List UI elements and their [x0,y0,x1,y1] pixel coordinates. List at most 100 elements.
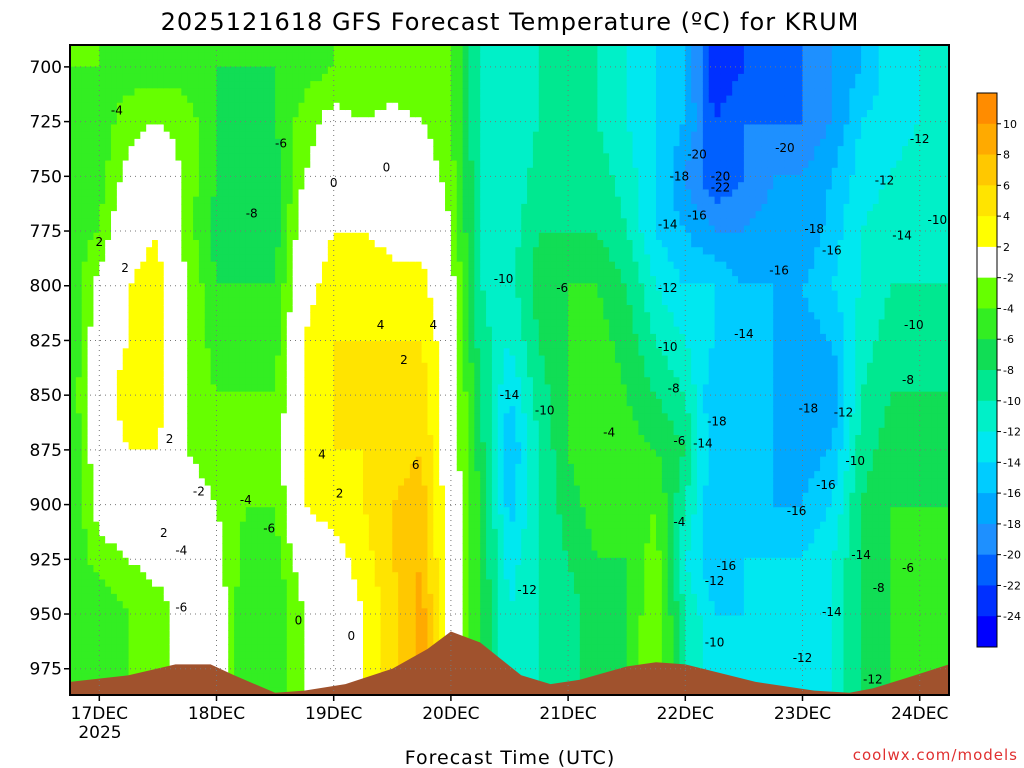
temperature-cell [245,557,253,566]
temperature-cell [310,52,317,61]
temperature-cell [146,268,153,277]
temperature-cell [146,131,153,140]
temperature-cell [239,435,247,443]
temperature-cell [351,391,358,400]
temperature-cell [269,203,276,212]
temperature-cell [87,398,95,407]
temperature-cell [368,189,376,198]
temperature-cell [316,283,323,292]
temperature-cell [157,377,165,386]
temperature-cell [275,189,282,198]
temperature-cell [187,586,194,595]
temperature-cell [275,456,282,465]
temperature-cell [222,254,229,263]
temperature-cell [216,427,223,436]
temperature-cell [275,225,282,234]
temperature-cell [380,485,388,494]
temperature-cell [239,644,247,653]
temperature-cell [111,196,118,205]
temperature-cell [239,601,247,609]
temperature-cell [304,189,311,198]
temperature-cell [99,117,106,126]
temperature-cell [321,478,329,487]
temperature-cell [187,557,194,566]
temperature-cell [286,658,294,667]
temperature-cell [111,478,118,487]
temperature-cell [193,160,200,169]
temperature-cell [280,586,288,595]
temperature-cell [339,449,347,458]
temperature-cell [286,543,294,552]
temperature-cell [81,189,89,198]
temperature-cell [210,52,218,61]
temperature-cell [128,81,136,89]
temperature-cell [193,268,200,277]
temperature-cell [228,348,235,357]
temperature-cell [333,167,341,176]
temperature-cell [275,442,282,451]
temperature-cell [339,673,347,682]
temperature-cell [187,283,194,292]
temperature-cell [357,435,364,443]
temperature-cell [228,73,235,82]
temperature-cell [298,153,305,162]
temperature-cell [157,579,165,588]
temperature-cell [351,637,358,646]
temperature-cell [222,312,229,321]
temperature-cell [339,593,347,602]
temperature-cell [216,557,223,566]
temperature-cell [116,52,124,61]
temperature-cell [275,658,282,667]
temperature-cell [351,45,358,53]
temperature-cell [75,536,83,544]
temperature-cell [128,73,136,82]
temperature-cell [116,268,124,277]
temperature-cell [310,492,317,501]
temperature-cell [345,203,352,212]
temperature-cell [269,319,276,328]
temperature-cell [257,637,264,646]
temperature-cell [321,507,329,516]
temperature-cell [257,319,264,328]
temperature-cell [263,456,270,465]
temperature-cell [116,507,124,516]
temperature-cell [175,341,182,349]
temperature-cell [286,124,294,133]
temperature-cell [87,290,95,299]
temperature-cell [257,442,264,451]
temperature-cell [193,102,200,111]
temperature-cell [169,521,177,530]
temperature-cell [111,333,118,342]
temperature-cell [351,673,358,682]
temperature-cell [263,637,270,646]
temperature-cell [93,435,100,443]
temperature-cell [169,536,177,544]
temperature-cell [87,362,95,371]
temperature-cell [152,528,159,537]
temperature-cell [257,427,264,436]
temperature-cell [134,593,141,602]
temperature-cell [316,557,323,566]
temperature-cell [280,341,288,349]
temperature-cell [257,680,264,689]
temperature-cell [70,276,77,284]
temperature-cell [386,521,393,530]
temperature-cell [116,254,124,263]
temperature-cell [386,622,393,631]
temperature-cell [239,615,247,624]
temperature-cell [198,463,206,472]
temperature-cell [116,247,124,256]
temperature-cell [134,666,141,674]
temperature-cell [198,565,206,573]
temperature-cell [210,644,218,653]
temperature-cell [193,211,200,219]
temperature-cell [70,485,77,494]
temperature-cell [204,550,212,559]
temperature-cell [327,615,335,624]
temperature-cell [298,579,305,588]
temperature-cell [222,377,229,386]
temperature-cell [316,326,323,335]
temperature-cell [87,153,95,162]
temperature-cell [333,413,341,422]
temperature-cell [363,658,370,667]
